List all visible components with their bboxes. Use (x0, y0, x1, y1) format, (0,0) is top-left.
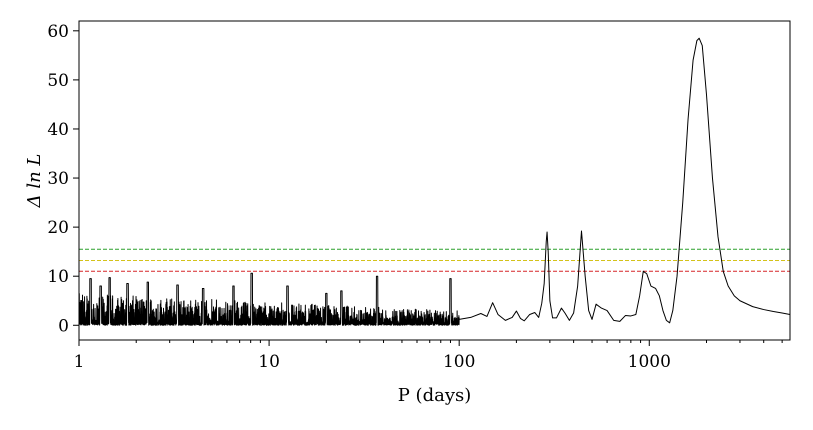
x-tick-label: 1000 (628, 352, 671, 372)
series-line (78, 37, 791, 326)
y-tick-label: 10 (47, 267, 69, 287)
x-axis-ticks: 1 10 100 1000 (74, 340, 783, 372)
x-tick-label: 1 (74, 352, 85, 372)
y-tick-label: 60 (47, 22, 69, 42)
plot-frame (78, 20, 791, 341)
y-tick-label: 30 (47, 169, 69, 189)
y-tick-label: 40 (47, 120, 69, 140)
x-tick-label: 100 (443, 352, 475, 372)
y-axis-label: Δ ln L (24, 154, 45, 209)
y-axis-ticks: 0 10 20 30 40 50 60 (47, 22, 79, 336)
x-tick-label: 10 (258, 352, 280, 372)
threshold-lines (79, 248, 790, 272)
x-axis-label: P (days) (398, 385, 472, 406)
y-tick-label: 50 (47, 71, 69, 91)
series-layer (78, 37, 791, 326)
y-tick-label: 20 (47, 218, 69, 238)
y-tick-label: 0 (58, 316, 69, 336)
